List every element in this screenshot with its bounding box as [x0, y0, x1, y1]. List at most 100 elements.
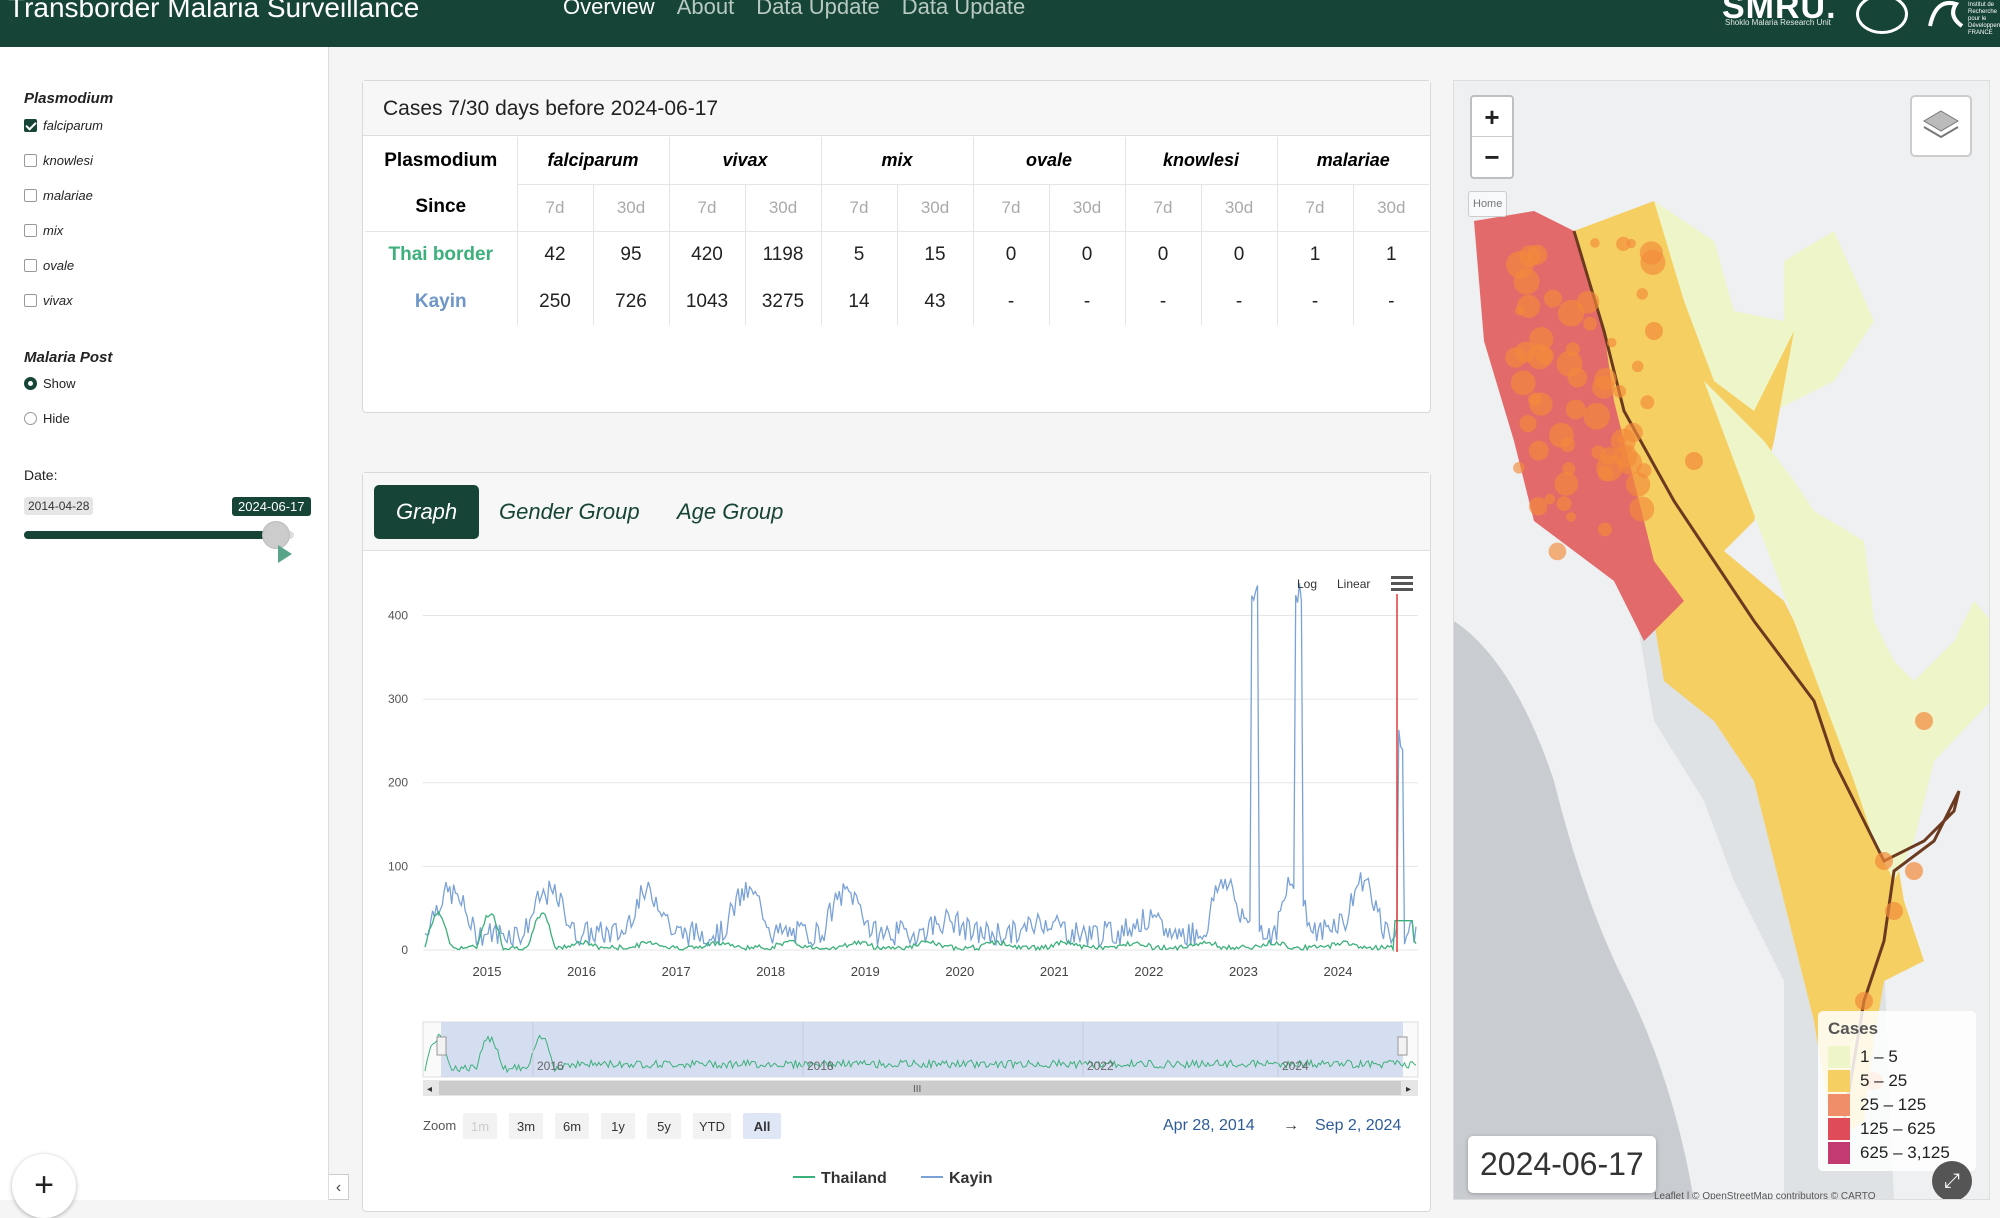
zoom-button-1m[interactable]: 1m	[463, 1113, 497, 1139]
checkbox-knowlesi[interactable]: knowlesi	[24, 153, 93, 168]
nav-overview[interactable]: Overview	[563, 0, 655, 19]
play-icon[interactable]	[278, 545, 292, 563]
checkbox-checked-icon[interactable]	[24, 119, 37, 132]
checkbox-malariae[interactable]: malariae	[24, 188, 93, 203]
since-label: Since	[365, 184, 518, 232]
period-header: 7d	[669, 184, 746, 232]
malaria-post-marker	[1557, 299, 1585, 327]
fullscreen-icon[interactable]: ⤢	[1932, 1161, 1972, 1199]
checkbox-label: falciparum	[43, 118, 103, 133]
zoom-button-3m[interactable]: 3m	[509, 1113, 543, 1139]
smru-logo-subtitle: Shoklo Malaria Research Unit	[1725, 18, 1831, 27]
checkbox-label: vivax	[43, 293, 73, 308]
zoom-out-button[interactable]: −	[1484, 142, 1500, 172]
log-scale-button[interactable]: Log	[1297, 577, 1317, 591]
table-cell: -	[1125, 278, 1202, 325]
collapse-sidebar-icon[interactable]: ‹	[329, 1174, 349, 1200]
table-cell: 0	[1125, 231, 1202, 278]
table-cell: -	[1049, 278, 1126, 325]
table-cell: 250	[517, 278, 594, 325]
malaria-post-marker	[1616, 434, 1627, 445]
legend-item-kayin[interactable]: Kayin	[949, 1170, 993, 1187]
nav-about[interactable]: About	[676, 0, 735, 19]
series-line-kayin	[424, 583, 1417, 948]
scrollbar-grip-icon[interactable]: III	[913, 1084, 921, 1095]
map-attribution[interactable]: Leaflet | © OpenStreetMap contributors ©…	[1654, 1191, 1876, 1200]
date-slider-fill	[24, 531, 276, 539]
legend-row: 25 – 125	[1828, 1093, 1966, 1117]
malaria-post-marker	[1565, 399, 1586, 420]
malaria-post-marker	[1594, 367, 1617, 391]
zoom-button-all[interactable]: All	[743, 1113, 781, 1139]
malaria-post-marker	[1562, 462, 1576, 476]
checkbox-mix[interactable]: mix	[24, 223, 63, 238]
navigator-selection[interactable]	[441, 1022, 1403, 1077]
zoom-button-bg	[647, 1113, 681, 1139]
radio-hide[interactable]: Hide	[24, 411, 70, 426]
table-cell: 3275	[745, 278, 822, 325]
range-to[interactable]: Sep 2, 2024	[1315, 1117, 1401, 1134]
table-cell: 95	[593, 231, 670, 278]
tab-gender-group[interactable]: Gender Group	[499, 499, 640, 524]
navigator-handle-left[interactable]	[436, 1036, 447, 1056]
home-button[interactable]: Home	[1468, 191, 1508, 217]
add-button[interactable]: +	[12, 1154, 76, 1218]
zoom-button-6m[interactable]: 6m	[555, 1113, 589, 1139]
malaria-post-marker	[1519, 415, 1537, 433]
radio-icon[interactable]	[24, 412, 37, 425]
zoom-button-5y[interactable]: 5y	[647, 1113, 681, 1139]
zoom-button-1y[interactable]: 1y	[601, 1113, 635, 1139]
zoom-in-button[interactable]: +	[1472, 97, 1512, 137]
radio-checked-icon[interactable]	[24, 377, 37, 390]
radio-label: Hide	[43, 411, 70, 426]
checkbox-icon[interactable]	[24, 294, 37, 307]
legend-item-thailand[interactable]: Thailand	[821, 1170, 887, 1187]
radio-show[interactable]: Show	[24, 376, 76, 391]
zoom-button-bg	[509, 1113, 543, 1139]
x-tick-label: 2024	[1324, 964, 1353, 979]
checkbox-ovale[interactable]: ovale	[24, 258, 74, 273]
range-from[interactable]: Apr 28, 2014	[1163, 1117, 1255, 1134]
nav-data-update-2[interactable]: Data Update	[901, 0, 1026, 19]
map-canvas[interactable]	[1454, 81, 1990, 1200]
tab-graph[interactable]: Graph	[374, 485, 480, 539]
linear-scale-button[interactable]: Linear	[1337, 577, 1370, 591]
period-header: 7d	[1277, 184, 1354, 232]
tab-age-group[interactable]: Age Group	[677, 499, 784, 524]
map-panel[interactable]: + − Home Cases 1 – 5 5 – 25 25 – 125 125…	[1453, 80, 1990, 1200]
x-tick-label: 2016	[567, 964, 596, 979]
checkbox-vivax[interactable]: vivax	[24, 293, 73, 308]
table-cell: 1	[1277, 231, 1354, 278]
checkbox-icon[interactable]	[24, 154, 37, 167]
navigator-scrollbar-thumb[interactable]	[439, 1081, 1401, 1095]
table-row: Thai border 42 95 420 1198 5 15 0 0 0 0 …	[365, 231, 1429, 278]
checkbox-falciparum[interactable]: falciparum	[24, 118, 103, 133]
scroll-left-icon[interactable]: ◂	[427, 1084, 432, 1095]
zoom-button-label: All	[754, 1119, 771, 1134]
table-cell: 420	[669, 231, 746, 278]
date-slider-track[interactable]	[24, 531, 294, 539]
date-slider-handle[interactable]	[262, 521, 290, 549]
main-nav: Overview About Data Update Data Update	[563, 0, 1025, 20]
sea-area	[1454, 621, 1694, 1199]
species-header: mix	[821, 137, 974, 185]
chart-menu-icon[interactable]	[1391, 576, 1413, 591]
malaria-post-marker	[1556, 496, 1572, 512]
navigator-handle-right[interactable]	[1397, 1036, 1408, 1056]
checkbox-icon[interactable]	[24, 259, 37, 272]
map-date-label: 2024-06-17	[1468, 1136, 1656, 1193]
zoom-button-ytd[interactable]: YTD	[693, 1113, 731, 1139]
period-header: 30d	[1201, 184, 1278, 232]
legend-label: 1 – 5	[1860, 1047, 1898, 1066]
layers-icon[interactable]	[1910, 95, 1972, 157]
table-cell: 14	[821, 278, 898, 325]
checkbox-icon[interactable]	[24, 224, 37, 237]
navigator-tick-label: 2022	[1087, 1059, 1114, 1073]
scroll-right-icon[interactable]: ▸	[1406, 1084, 1411, 1095]
nav-data-update[interactable]: Data Update	[756, 0, 880, 19]
map-legend: Cases 1 – 5 5 – 25 25 – 125 125 – 625 62…	[1818, 1011, 1976, 1171]
malaria-post-marker	[1544, 493, 1556, 505]
cases-timeseries-chart[interactable]: 0 100 200 300 400 2015 2016 2017 2018 2019 2020 20…	[363, 552, 1430, 1212]
checkbox-icon[interactable]	[24, 189, 37, 202]
legend-label: 625 – 3,125	[1860, 1143, 1950, 1162]
